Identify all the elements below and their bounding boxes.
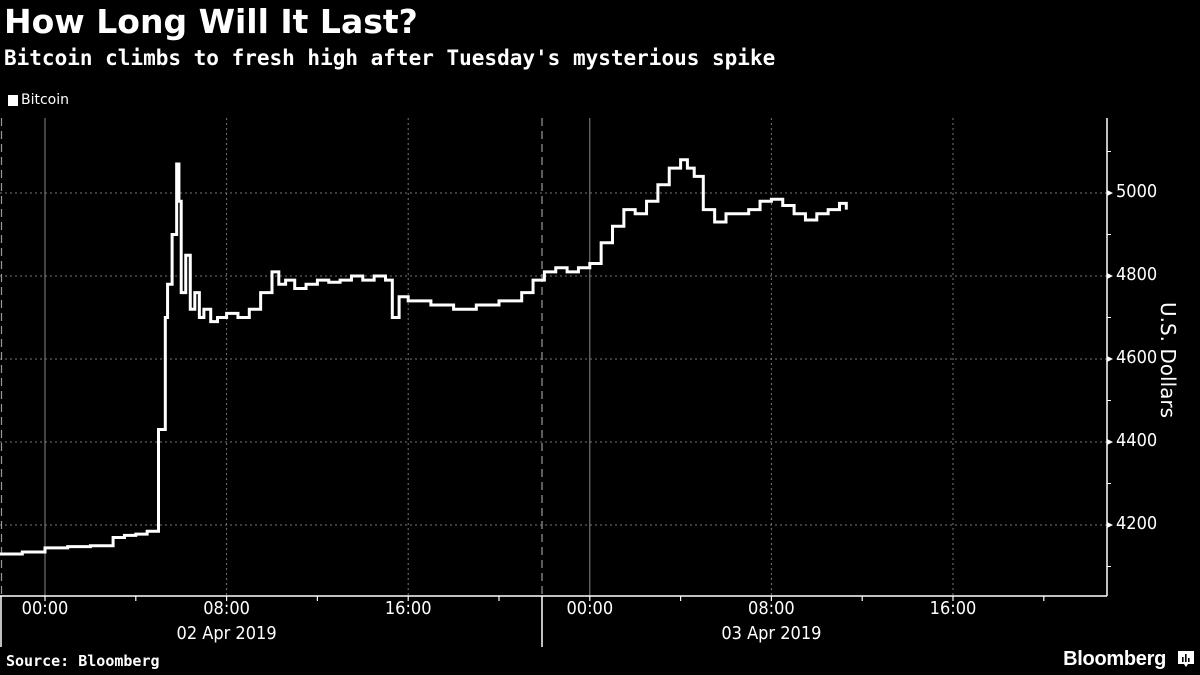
y-major-tick xyxy=(1107,190,1113,196)
x-tick-label: 08:00 xyxy=(748,598,795,619)
chart-title: How Long Will It Last? xyxy=(4,2,418,41)
bloomberg-logo-text: Bloomberg xyxy=(1063,648,1166,670)
y-tick-label: 4400 xyxy=(1116,430,1158,451)
y-tick-label: 4800 xyxy=(1116,264,1158,285)
legend-swatch-bitcoin xyxy=(8,94,18,106)
x-tick-label: 00:00 xyxy=(21,598,69,619)
y-major-tick xyxy=(1107,522,1113,528)
x-tick-label: 00:00 xyxy=(566,598,614,619)
gridlines xyxy=(0,118,1107,596)
y-major-tick xyxy=(1107,356,1113,362)
axes xyxy=(0,118,1113,647)
y-tick-label: 4200 xyxy=(1116,513,1158,534)
date-label: 02 Apr 2019 xyxy=(176,623,277,644)
bloomberg-chart-icon xyxy=(1178,651,1194,667)
x-tick-label: 08:00 xyxy=(203,598,250,619)
bitcoin-price-line xyxy=(0,158,848,556)
legend-label-bitcoin: Bitcoin xyxy=(21,92,70,108)
date-label: 03 Apr 2019 xyxy=(721,623,822,644)
x-tick-label: 16:00 xyxy=(929,598,977,619)
legend: Bitcoin xyxy=(8,92,69,108)
chart-subtitle: Bitcoin climbs to fresh high after Tuesd… xyxy=(4,46,776,70)
y-major-tick xyxy=(1107,439,1113,445)
y-tick-label: 5000 xyxy=(1116,181,1158,202)
y-major-tick xyxy=(1107,273,1113,279)
source-note: Source: Bloomberg xyxy=(6,652,160,670)
y-axis-label: U.S. Dollars xyxy=(1156,301,1180,419)
x-tick-label: 16:00 xyxy=(384,598,432,619)
y-tick-label: 4600 xyxy=(1116,347,1158,368)
